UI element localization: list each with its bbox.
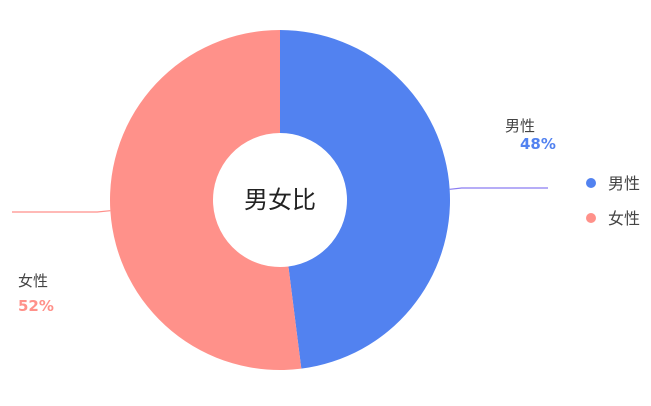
slice-0[interactable] bbox=[280, 30, 451, 369]
leader-line-0 bbox=[449, 187, 548, 190]
slice-label: 女性 bbox=[18, 272, 48, 290]
legend-label[interactable]: 女性 bbox=[608, 209, 640, 228]
legend-label[interactable]: 男性 bbox=[608, 174, 640, 193]
slice-label: 男性 bbox=[505, 117, 535, 135]
legend-marker bbox=[586, 213, 596, 223]
slice-value-label: 52% bbox=[18, 297, 54, 315]
slice-value-label: 48% bbox=[520, 135, 556, 153]
leader-line-1 bbox=[12, 210, 111, 213]
slice-1[interactable] bbox=[110, 30, 302, 370]
chart-title: 男女比 bbox=[244, 186, 316, 214]
legend-marker bbox=[586, 178, 596, 188]
